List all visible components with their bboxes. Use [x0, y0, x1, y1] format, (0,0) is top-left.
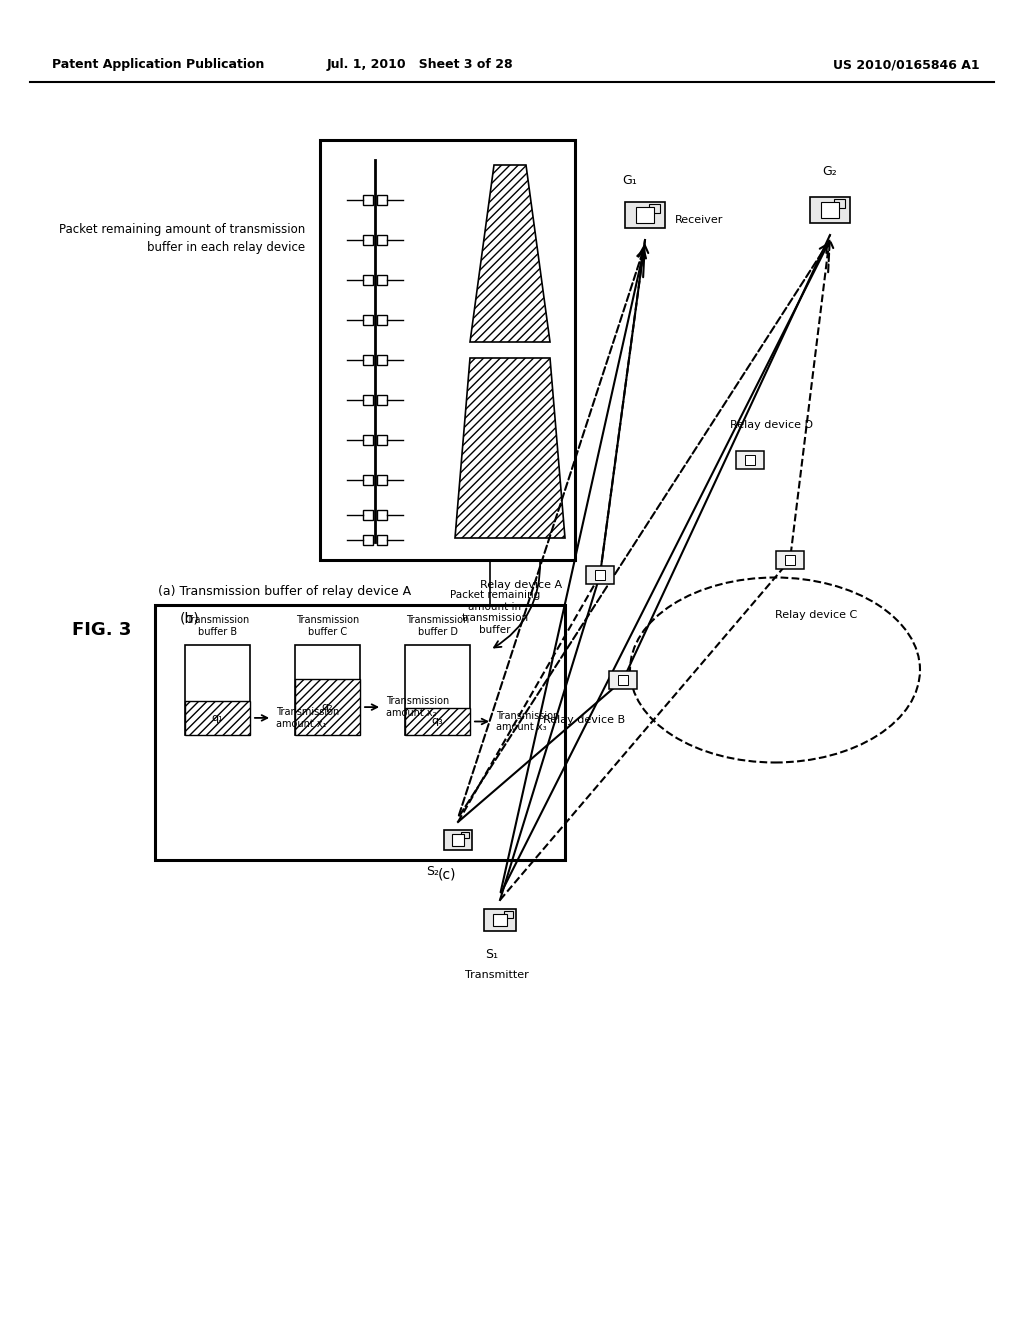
Bar: [595, 570, 605, 581]
Text: q₃: q₃: [432, 717, 443, 726]
FancyArrowPatch shape: [495, 561, 540, 648]
Bar: [406, 708, 470, 735]
Bar: [452, 834, 465, 846]
Text: Transmission
amount x₂: Transmission amount x₂: [386, 697, 450, 718]
Bar: [362, 275, 373, 285]
Bar: [626, 202, 665, 228]
Bar: [377, 395, 387, 405]
Bar: [362, 235, 373, 246]
Text: Patent Application Publication: Patent Application Publication: [52, 58, 264, 71]
Bar: [362, 395, 373, 405]
Bar: [821, 202, 839, 218]
Text: Relay device A: Relay device A: [480, 579, 562, 590]
Text: (a) Transmission buffer of relay device A: (a) Transmission buffer of relay device …: [158, 585, 411, 598]
Text: S₂: S₂: [427, 865, 439, 878]
Bar: [784, 554, 796, 565]
Text: Relay device C: Relay device C: [775, 610, 857, 620]
Text: S₁: S₁: [485, 948, 499, 961]
Bar: [295, 645, 360, 735]
Text: G₁: G₁: [623, 174, 637, 187]
Text: Jul. 1, 2010   Sheet 3 of 28: Jul. 1, 2010 Sheet 3 of 28: [327, 58, 513, 71]
Text: (b): (b): [180, 611, 200, 624]
Text: buffer in each relay device: buffer in each relay device: [146, 242, 305, 255]
Bar: [362, 510, 373, 520]
Bar: [617, 675, 629, 685]
Bar: [649, 205, 660, 213]
Bar: [735, 451, 764, 469]
Bar: [443, 830, 472, 850]
Text: q₂: q₂: [322, 702, 334, 711]
Bar: [483, 909, 516, 931]
Bar: [319, 140, 575, 560]
Text: Packet remaining amount of transmission: Packet remaining amount of transmission: [58, 223, 305, 236]
Bar: [810, 197, 850, 223]
Bar: [377, 475, 387, 484]
Bar: [835, 199, 846, 207]
Text: Transmitter: Transmitter: [465, 970, 528, 979]
Bar: [377, 510, 387, 520]
Text: Packet remaining
amount in
transmission
buffer: Packet remaining amount in transmission …: [450, 590, 540, 635]
Bar: [608, 671, 637, 689]
Bar: [185, 701, 250, 735]
Text: Transmission
amount x₃: Transmission amount x₃: [496, 710, 559, 733]
Text: (c): (c): [438, 869, 457, 882]
Bar: [362, 195, 373, 205]
Bar: [362, 535, 373, 545]
Text: Receiver: Receiver: [675, 215, 723, 224]
Bar: [377, 355, 387, 366]
Text: Transmission
buffer D: Transmission buffer D: [406, 615, 469, 638]
Bar: [377, 275, 387, 285]
Bar: [586, 566, 614, 583]
Bar: [295, 680, 360, 735]
Text: Transmission
amount x₁: Transmission amount x₁: [276, 708, 339, 729]
Bar: [377, 535, 387, 545]
Bar: [185, 645, 250, 735]
Text: G₂: G₂: [822, 165, 838, 178]
Bar: [377, 315, 387, 325]
Bar: [377, 436, 387, 445]
Text: Transmission
buffer B: Transmission buffer B: [186, 615, 249, 638]
Bar: [377, 235, 387, 246]
Bar: [362, 475, 373, 484]
Bar: [504, 911, 513, 919]
Bar: [406, 645, 470, 735]
Text: Relay device B: Relay device B: [543, 715, 625, 725]
Bar: [461, 832, 469, 838]
Bar: [636, 207, 653, 223]
Polygon shape: [470, 165, 550, 342]
Text: Transmission
buffer C: Transmission buffer C: [296, 615, 359, 638]
Bar: [493, 913, 507, 927]
Text: Relay device D: Relay device D: [730, 420, 813, 430]
Bar: [775, 550, 805, 569]
Bar: [377, 195, 387, 205]
Bar: [362, 315, 373, 325]
Bar: [744, 454, 756, 466]
Bar: [155, 605, 565, 861]
Text: US 2010/0165846 A1: US 2010/0165846 A1: [834, 58, 980, 71]
Text: FIG. 3: FIG. 3: [72, 620, 131, 639]
Text: q₁: q₁: [212, 713, 223, 723]
Polygon shape: [455, 358, 565, 539]
Bar: [362, 355, 373, 366]
Bar: [362, 436, 373, 445]
